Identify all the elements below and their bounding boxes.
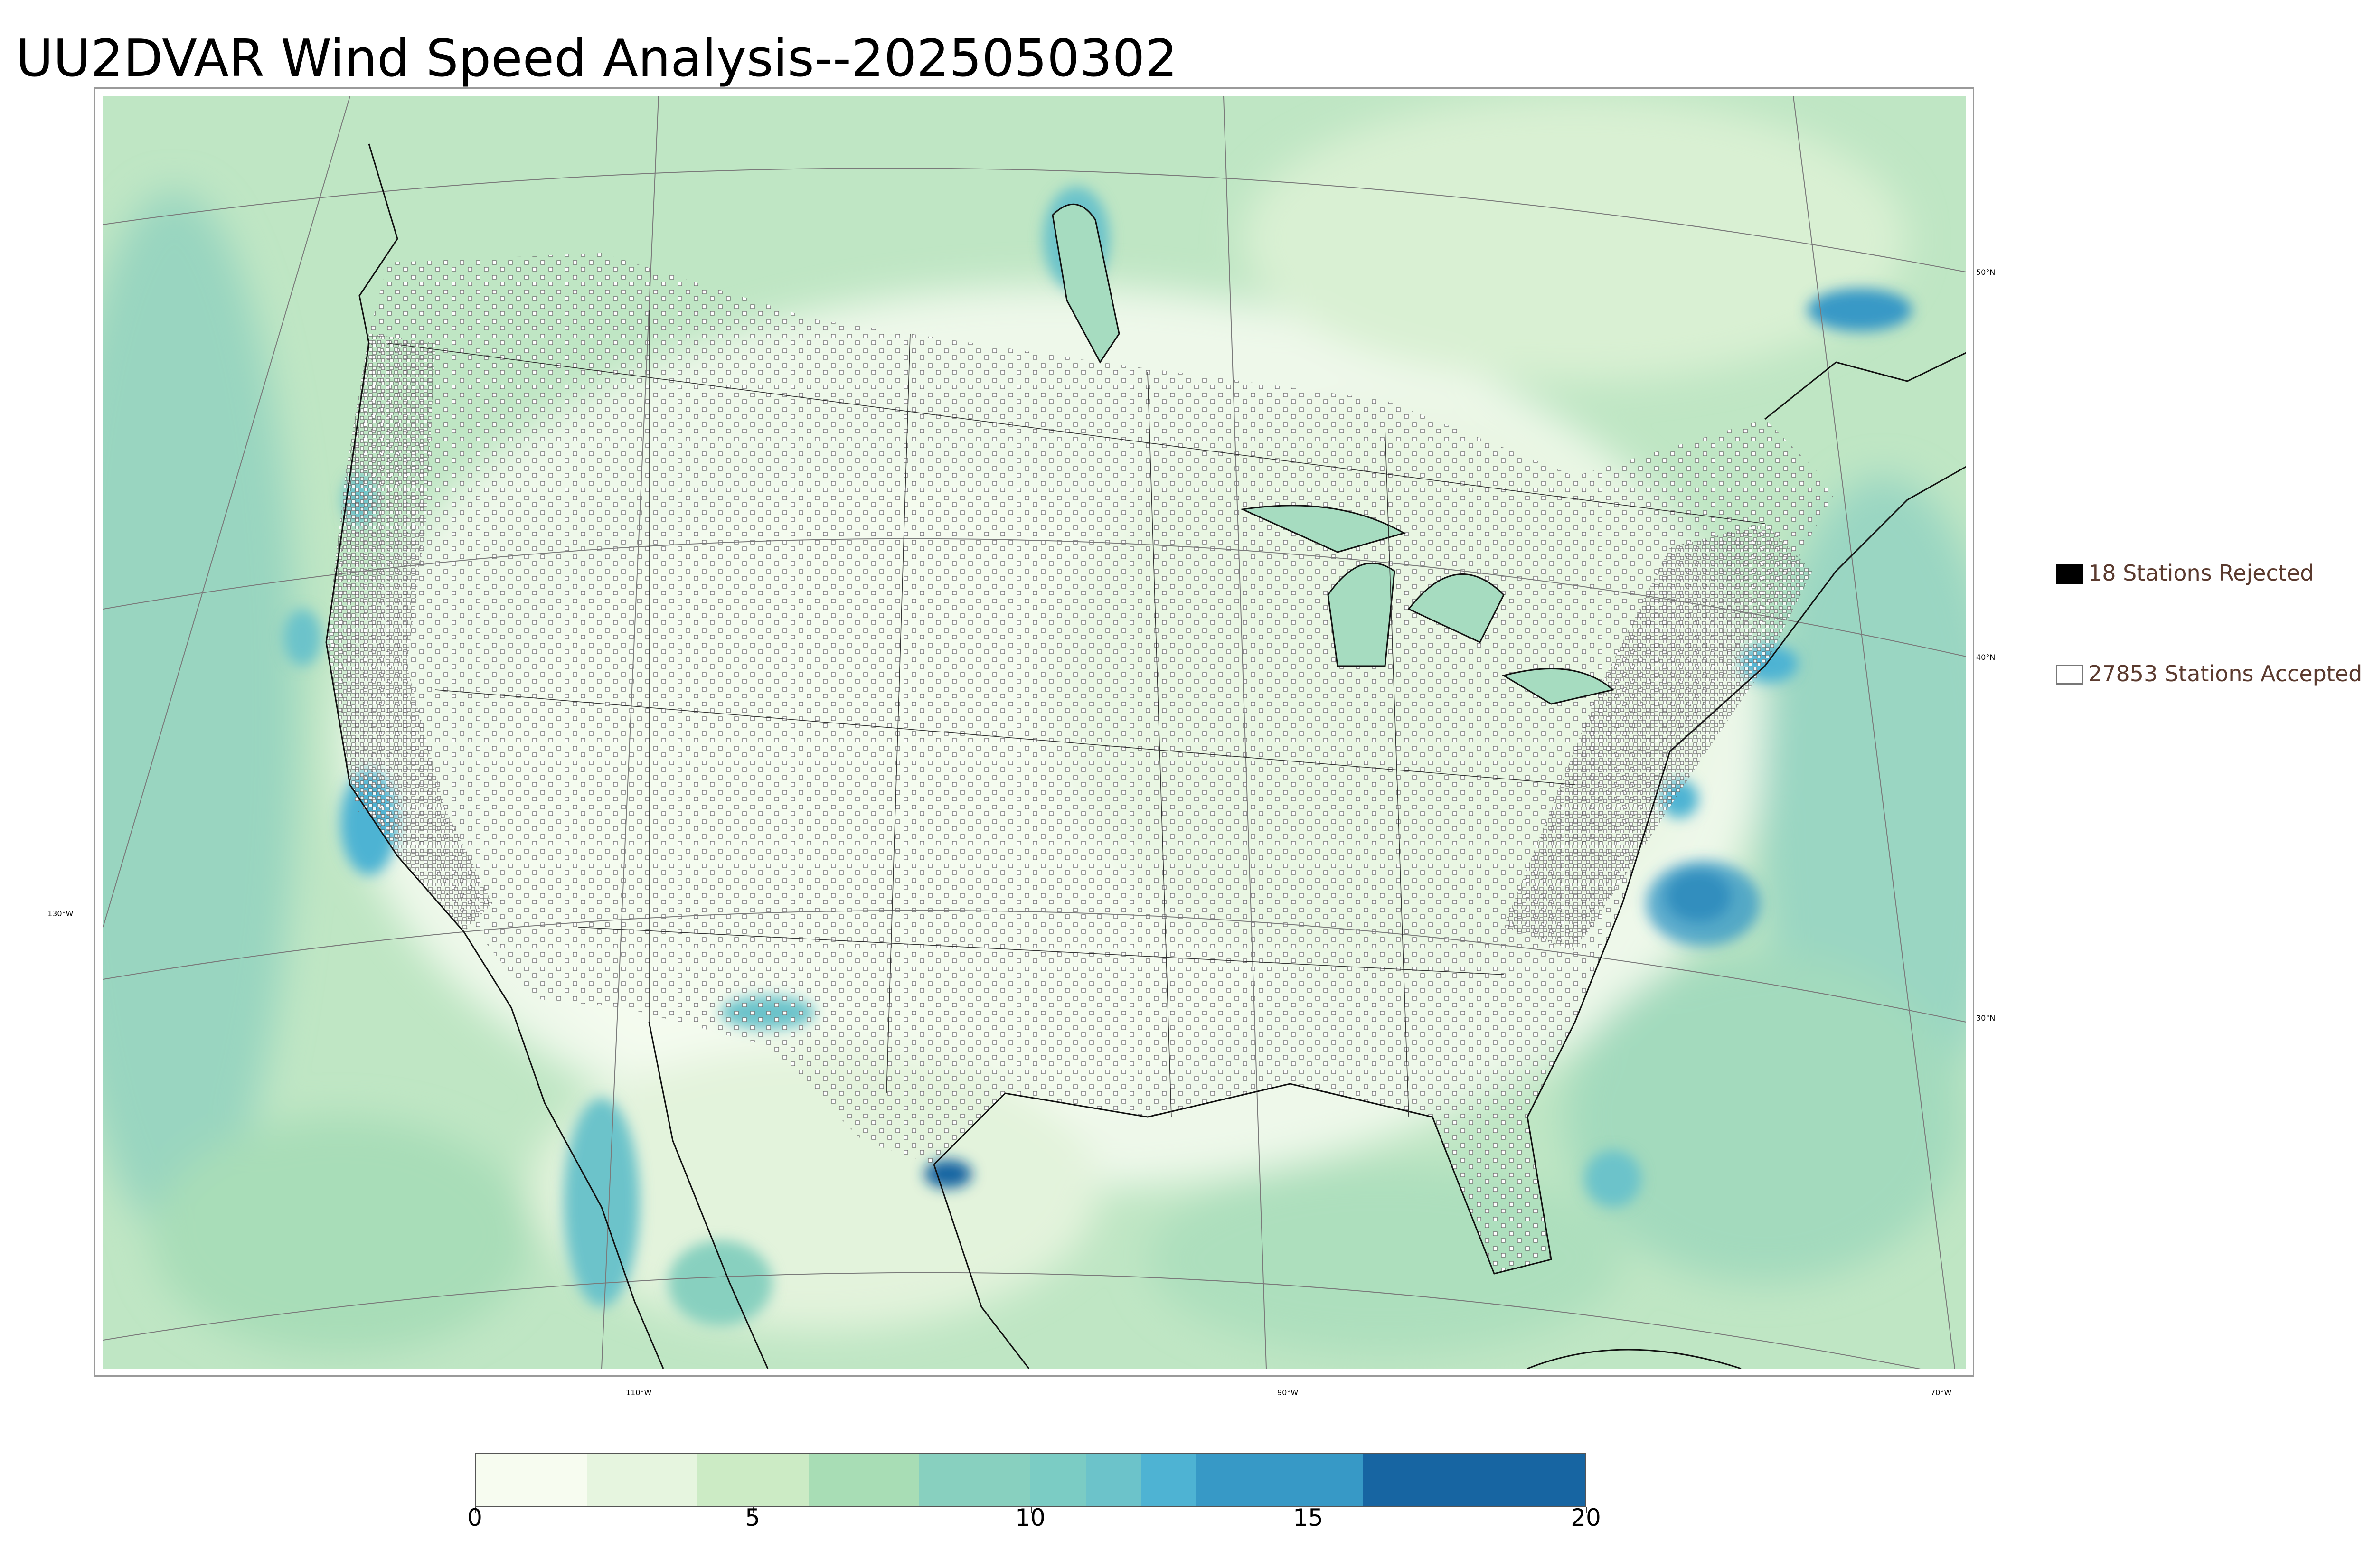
wind-speed-map[interactable] (103, 96, 1966, 1369)
colorbar-tick (1031, 1507, 1032, 1513)
longitude-label-90w: 90°W (1277, 1388, 1299, 1397)
longitude-label-70w: 70°W (1931, 1388, 1952, 1397)
longitude-label-110w: 110°W (626, 1388, 652, 1397)
latitude-label-30n: 30°N (1976, 1014, 1996, 1023)
colorbar-level-0 (476, 1454, 587, 1506)
colorbar-tick-label: 15 (1293, 1504, 1323, 1531)
colorbar-level-1 (586, 1454, 698, 1506)
legend-text-accepted: 27853 Stations Accepted (2088, 661, 2363, 686)
legend-text-rejected: 18 Stations Rejected (2088, 560, 2314, 586)
colorbar-level-3 (808, 1454, 920, 1506)
colorbar-level-2 (697, 1454, 809, 1506)
rejected-station-swatch (2056, 564, 2083, 584)
colorbar-tick-label: 5 (745, 1504, 760, 1531)
coastlines (325, 143, 1966, 1369)
graticule (103, 96, 1966, 1369)
colorbar-tick-label: 10 (1015, 1504, 1046, 1531)
colorbar-level-4 (919, 1454, 1030, 1506)
colorbar-level-9 (1363, 1454, 1585, 1506)
longitude-label-130w: 130°W (47, 909, 74, 918)
state-borders (387, 310, 1765, 1117)
colorbar-tick (475, 1507, 476, 1513)
latitude-label-40n: 40°N (1976, 653, 1996, 662)
latitude-label-50n: 50°N (1976, 268, 1996, 277)
colorbar-tick-label: 20 (1571, 1504, 1601, 1531)
lakes (1052, 203, 1615, 705)
accepted-station-swatch (2056, 665, 2083, 685)
colorbar-level-6 (1085, 1454, 1141, 1506)
station-markers (331, 253, 1836, 1274)
colorbar-tick (753, 1507, 754, 1513)
wind-speed-colorbar (475, 1453, 1587, 1513)
colorbar-level-7 (1141, 1454, 1197, 1506)
colorbar-tick-label: 0 (467, 1504, 482, 1531)
colorbar-level-8 (1196, 1454, 1363, 1506)
colorbar-level-5 (1030, 1454, 1086, 1506)
map-frame[interactable] (94, 87, 1974, 1377)
page-title: UU2DVAR Wind Speed Analysis--2025050302 (16, 29, 1178, 88)
colorbar-tick (1586, 1507, 1587, 1513)
station-markers-west-coast (326, 334, 492, 932)
station-markers-east-coast (1504, 524, 1812, 951)
